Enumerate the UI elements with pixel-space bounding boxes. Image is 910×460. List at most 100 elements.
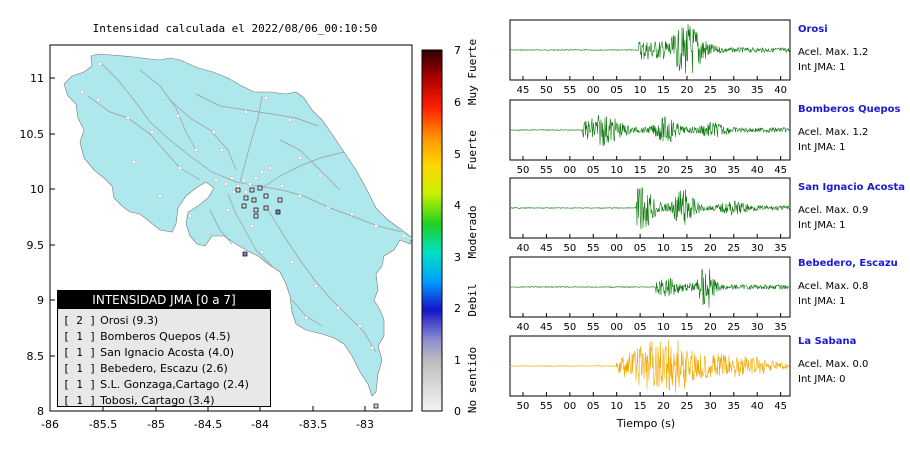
waveform-tick-label: 30 — [727, 85, 740, 96]
y-tick-label: 8 — [37, 405, 44, 418]
waveform-tick-label: 50 — [540, 85, 553, 96]
waveform-tick-label: 05 — [634, 243, 647, 254]
colorbar-label: Fuerte — [466, 130, 479, 170]
legend-item: [ 2 ] Orosi (9.3) — [63, 314, 159, 327]
map-ticks — [49, 77, 366, 412]
waveform-tick-label: 05 — [587, 401, 600, 412]
waveform-trace — [509, 114, 791, 147]
colorbar-label: Muy Fuerte — [466, 39, 479, 105]
city-markers — [79, 61, 407, 351]
waveform-tick-label: 35 — [774, 243, 787, 254]
legend-item: [ 1 ] Bebedero, Escazu (2.6) — [63, 362, 228, 375]
station-label: La Sabana Acel. Max. 0.0 Int JMA: 0 — [798, 336, 869, 385]
x-tick-label: -85.5 — [89, 418, 117, 431]
legend-item: [ 1 ] San Ignacio Acosta (4.0) — [63, 346, 235, 359]
waveform-tick-label: 20 — [704, 322, 717, 333]
waveform-tick-label: 35 — [774, 322, 787, 333]
waveform-tick-label: 40 — [751, 165, 764, 176]
waveform-tick-label: 55 — [587, 243, 600, 254]
colorbar-label: Debil — [466, 283, 479, 316]
waveform-tick-label: 55 — [540, 401, 553, 412]
legend-list: [ 2 ] Orosi (9.3) [ 1 ] Bomberos Quepos (4… — [58, 313, 270, 409]
colorbar-tick: 5 — [454, 148, 461, 161]
waveform-panels: 45 50 55 00 05 10 15 20 25 30 35 40 50 55 00 05 10 15 20 25… — [509, 19, 791, 412]
waveform-tick-label: 15 — [657, 85, 670, 96]
waveform-tick-label: 45 — [540, 243, 553, 254]
station-label: Bebedero, Escazu Acel. Max. 0.8 Int JMA:… — [798, 258, 898, 307]
waveform-tick-label: 05 — [610, 85, 623, 96]
x-tick-label: -83.5 — [299, 418, 327, 431]
waveform-tick-label: 20 — [681, 85, 694, 96]
waveform-tick-label: 00 — [563, 165, 576, 176]
waveform-tick-label: 00 — [587, 85, 600, 96]
waveform-tick-label: 50 — [563, 322, 576, 333]
intensity-legend: INTENSIDAD JMA [0 a 7] [ 2 ] Orosi (9.3) … — [57, 290, 271, 407]
waveform-tick-label: 25 — [681, 401, 694, 412]
waveform-tick-label: 50 — [517, 401, 530, 412]
colorbar-tick: 7 — [454, 44, 461, 57]
station-markers — [235, 185, 379, 409]
waveform-tick-label: 30 — [704, 401, 717, 412]
waveform-trace — [509, 268, 791, 308]
colorbar-tick: 4 — [454, 199, 461, 212]
waveform-tick-label: 35 — [727, 401, 740, 412]
waveform-tick-label: 20 — [657, 165, 670, 176]
waveform-tick-label: 15 — [681, 243, 694, 254]
waveform-tick-label: 30 — [704, 165, 717, 176]
waveform-tick-label: 50 — [563, 243, 576, 254]
waveform-tick-label: 35 — [751, 85, 764, 96]
waveform-tick-label: 10 — [657, 243, 670, 254]
waveform-tick-label: 10 — [610, 401, 623, 412]
x-tick-label: -83 — [356, 418, 374, 431]
waveform-tick-label: 45 — [774, 165, 787, 176]
waveform-tick-label: 15 — [634, 165, 647, 176]
station-label: Bomberos Quepos Acel. Max. 1.2 Int JMA: … — [798, 104, 901, 153]
waveform-tick-label: 10 — [610, 165, 623, 176]
colorbar-label: Moderado — [466, 206, 479, 259]
waveform-tick-label: 25 — [704, 85, 717, 96]
waveform-trace — [509, 186, 791, 230]
y-tick-label: 9.5 — [27, 239, 45, 252]
waveform-tick-label: 25 — [727, 322, 740, 333]
map-title: Intensidad calculada el 2022/08/06_00:10… — [92, 22, 378, 35]
waveform-tick-label: 15 — [634, 401, 647, 412]
waveform-tick-label: 20 — [704, 243, 717, 254]
waveform-tick-label: 30 — [751, 243, 764, 254]
x-tick-label: -84 — [251, 418, 269, 431]
x-tick-label: -86 — [41, 418, 59, 431]
time-axis-label: Tiempo (s) — [616, 417, 675, 430]
station-label: Orosi Acel. Max. 1.2 Int JMA: 1 — [798, 24, 869, 73]
waveform-tick-label: 55 — [563, 85, 576, 96]
legend-item: [ 1 ] Tobosi, Cartago (3.4) — [63, 394, 215, 407]
waveform-tick-label: 40 — [751, 401, 764, 412]
waveform-tick-label: 50 — [517, 165, 530, 176]
station-label: San Ignacio Acosta Acel. Max. 0.9 Int JM… — [798, 182, 906, 231]
waveform-tick-label: 00 — [563, 401, 576, 412]
waveform-tick-label: 10 — [657, 322, 670, 333]
waveform-tick-label: 40 — [517, 322, 530, 333]
waveform-tick-label: 15 — [681, 322, 694, 333]
y-tick-label: 9 — [37, 294, 44, 307]
waveform-trace — [509, 339, 791, 393]
waveform-tick-label: 00 — [610, 322, 623, 333]
waveform-tick-label: 35 — [727, 165, 740, 176]
waveform-tick-label: 45 — [540, 322, 553, 333]
colorbar-label: No sentido — [466, 347, 479, 413]
waveform-tick-label: 40 — [774, 85, 787, 96]
y-tick-label: 11 — [30, 72, 44, 85]
waveform-tick-label: 45 — [774, 401, 787, 412]
colorbar-tick: 0 — [454, 405, 461, 418]
y-tick-label: 10.5 — [20, 128, 45, 141]
waveform-tick-label: 10 — [634, 85, 647, 96]
waveform-trace — [510, 23, 791, 74]
waveform-tick-label: 25 — [681, 165, 694, 176]
waveform-tick-label: 30 — [751, 322, 764, 333]
colorbar-tick: 1 — [454, 354, 461, 367]
y-tick-label: 8.5 — [27, 350, 45, 363]
waveform-tick-label: 25 — [727, 243, 740, 254]
colorbar-tick: 2 — [454, 302, 461, 315]
waveform-tick-label: 55 — [587, 322, 600, 333]
colorbar — [421, 49, 443, 412]
waveform-tick-label: 05 — [634, 322, 647, 333]
